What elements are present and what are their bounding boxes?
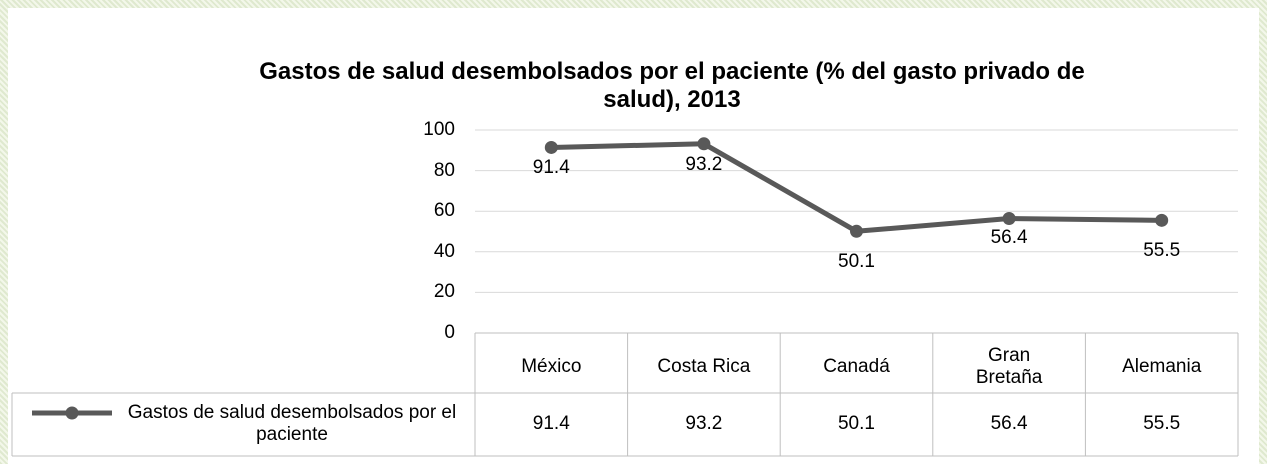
- data-label: 50.1: [838, 251, 875, 273]
- data-label: 91.4: [532, 157, 570, 179]
- table-value: 50.1: [837, 413, 875, 434]
- y-tick-label: 0: [444, 322, 455, 343]
- y-tick-label: 40: [433, 240, 455, 262]
- marker: [1155, 213, 1169, 227]
- x-tick-label: Canadá: [823, 356, 890, 377]
- x-tick-label: México: [521, 356, 582, 377]
- chart-area: [8, 8, 1259, 464]
- table-value: 55.5: [1143, 413, 1181, 434]
- y-tick-label: 20: [433, 281, 455, 303]
- data-label: 56.4: [990, 226, 1028, 248]
- data-label: 93.2: [685, 153, 723, 175]
- y-tick-label: 100: [423, 119, 455, 140]
- legend-label: Gastos de salud desembolsados por el pac…: [127, 402, 457, 445]
- x-tick-label: Alemania: [1122, 356, 1202, 377]
- x-tick-label: Gran Bretaña: [975, 345, 1043, 388]
- table-value: 91.4: [532, 413, 570, 434]
- series-line: [551, 141, 1162, 234]
- marker: [850, 224, 863, 238]
- x-tick-label: Costa Rica: [657, 356, 751, 377]
- data-label: 55.5: [1143, 240, 1181, 262]
- chart-title: Gastos de salud desembolsados por el pac…: [259, 58, 1085, 113]
- marker: [697, 137, 711, 151]
- table-value: 56.4: [990, 413, 1028, 434]
- marker: [544, 140, 558, 154]
- y-tick-label: 80: [433, 159, 455, 181]
- legend-marker: [65, 406, 79, 420]
- marker: [1002, 212, 1016, 226]
- table-value: 93.2: [685, 413, 723, 434]
- y-tick-label: 60: [433, 200, 455, 222]
